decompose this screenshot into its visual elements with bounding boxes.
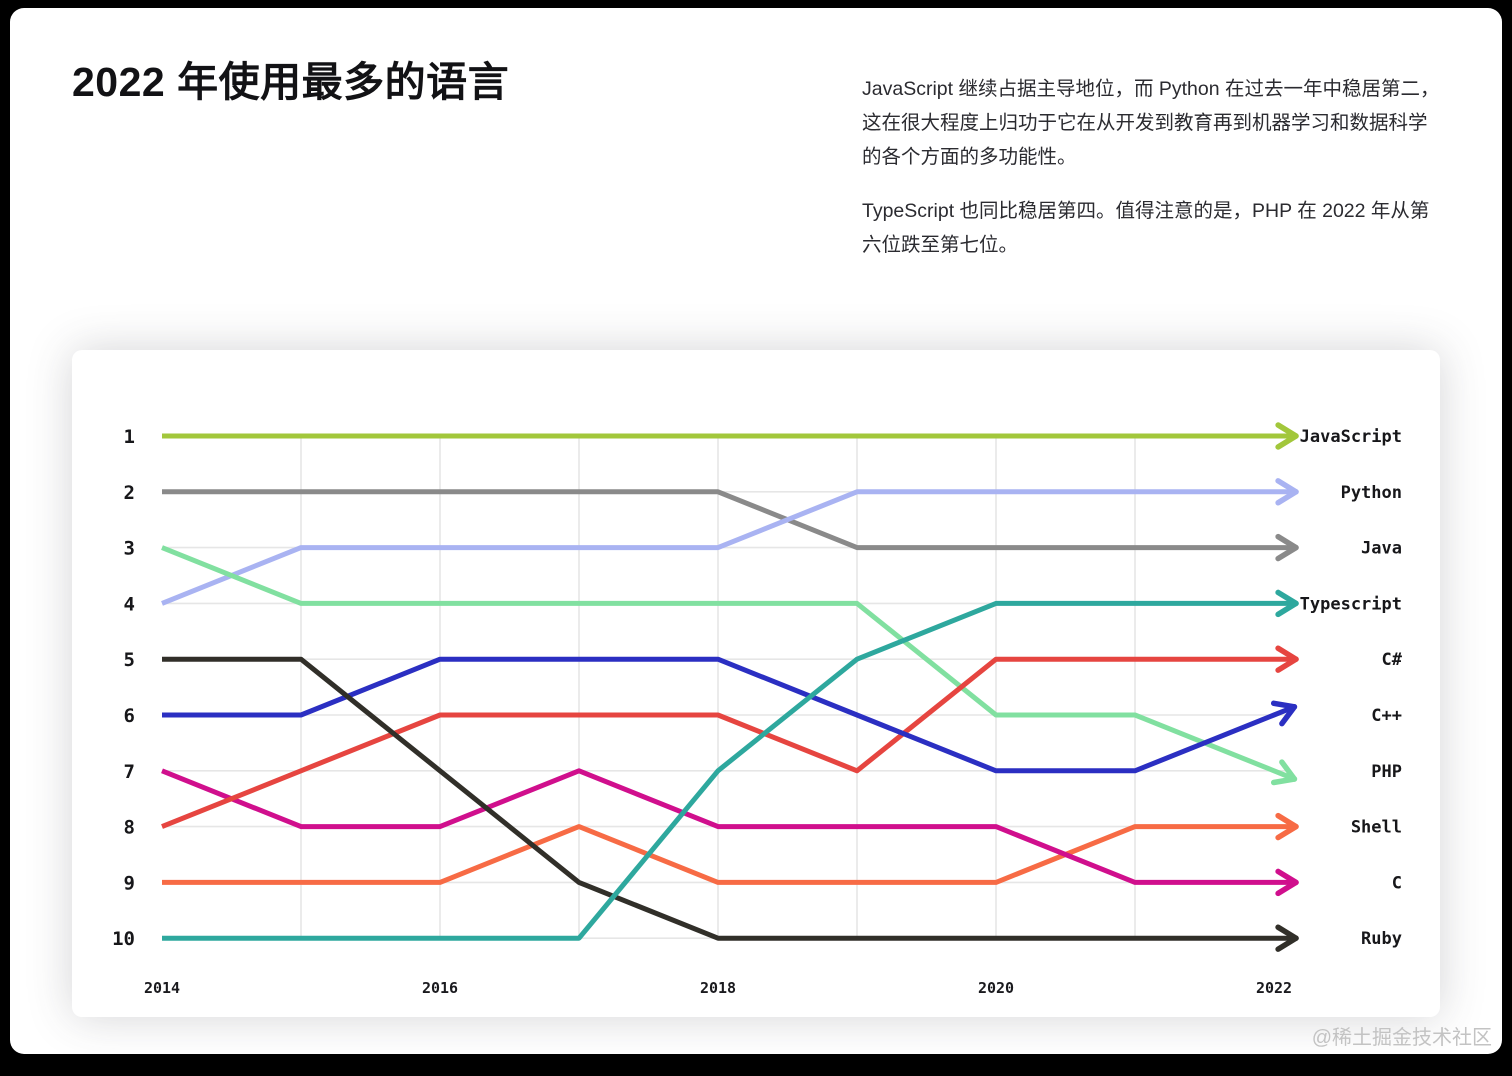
series-arrowhead [1275,422,1299,439]
series-c [161,645,1299,829]
series-line [161,768,1296,885]
series-arrowhead [1279,759,1298,782]
series-line [162,656,1296,941]
series-line [162,824,1296,885]
series-ruby [162,656,1299,952]
series-arrowhead [1279,704,1298,727]
series-arrowhead [1275,600,1299,618]
language-rank-bump-chart: 1 2 3 4 5 6 7 8 9 10 2014 2016 2018 2020 2022 JavaScrip… [112,422,1403,997]
series-arrowhead [1275,544,1299,562]
rank-label-7: 7 [124,761,135,783]
year-label-2016: 2016 [422,979,458,997]
series-label-c: C# [1382,650,1403,670]
series-arrowhead [1275,823,1299,841]
chart-card: 1 2 3 4 5 6 7 8 9 10 2014 2016 2018 2020 2022 JavaScrip… [72,350,1440,1017]
watermark: @稀土掘金技术社区 [1311,1027,1492,1049]
series-arrowhead [1275,924,1299,941]
series-line [161,489,1296,606]
rank-label-10: 10 [112,928,135,950]
rank-label-5: 5 [124,649,135,671]
intro-paragraph-2: TypeScript 也同比稳居第四。值得注意的是，PHP 在 2022 年从第… [862,200,1430,256]
series-arrowhead [1275,533,1299,551]
series-arrowhead [1275,478,1299,495]
series-arrowhead [1275,656,1299,673]
series-arrowhead [1270,776,1298,786]
series-python [161,478,1299,606]
rank-label-1: 1 [124,426,135,448]
year-label-2020: 2020 [978,979,1014,997]
series-shell [162,812,1299,885]
rank-label-6: 6 [124,705,135,727]
series-label-c: C [1392,873,1402,893]
page: 2022 年使用最多的语言 JavaScript 继续占据主导地位，而 Pyth… [10,8,1502,1054]
series-label-java: Java [1361,539,1402,559]
year-label-2014: 2014 [144,979,180,997]
rank-label-3: 3 [124,538,135,560]
series-label-c: C++ [1371,706,1402,726]
series-label-php: PHP [1371,762,1402,782]
page-title: 2022 年使用最多的语言 [72,59,510,105]
series-c [161,768,1299,897]
series-typescript [162,589,1299,941]
series-javascript [162,422,1299,450]
series-arrowhead [1275,645,1299,662]
series-arrowhead [1275,433,1299,450]
series-line [162,656,1296,774]
year-label-2022: 2022 [1256,979,1292,997]
rank-label-2: 2 [124,482,135,504]
series-arrowhead [1270,700,1298,710]
year-label-2018: 2018 [700,979,736,997]
series-line [162,489,1296,551]
series-arrowhead [1275,935,1299,952]
series-arrowhead [1275,879,1299,897]
series-arrowhead [1275,589,1299,607]
series-arrowhead [1275,489,1299,506]
series-arrowhead [1275,868,1299,886]
grid [162,435,1285,940]
series-arrowhead [1275,812,1299,830]
series-label-ruby: Ruby [1361,929,1402,949]
intro-paragraph-1: JavaScript 继续占据主导地位，而 Python 在过去一年中稳居第二，… [862,78,1440,168]
series-label-javascript: JavaScript [1300,427,1402,447]
rank-label-9: 9 [124,872,135,894]
series-label-python: Python [1341,483,1402,503]
intro-text: JavaScript 继续占据主导地位，而 Python 在过去一年中稳居第二，… [862,72,1446,262]
series-line [162,600,1296,941]
series-label-shell: Shell [1351,818,1402,838]
series-line [161,656,1296,829]
rank-label-8: 8 [124,817,135,839]
series-c [162,656,1298,774]
series-label-typescript: Typescript [1300,594,1402,614]
rank-label-4: 4 [124,593,135,615]
